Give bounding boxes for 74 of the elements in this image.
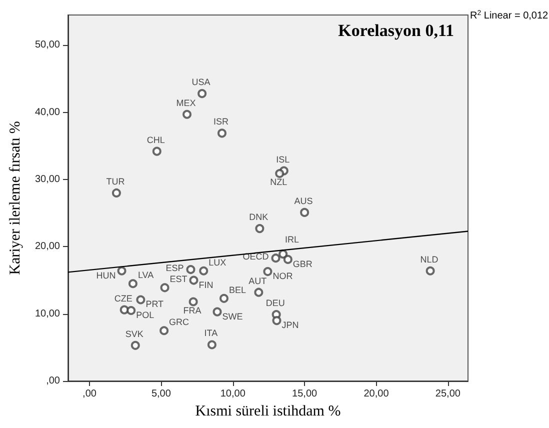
data-label: AUT <box>248 276 268 286</box>
point <box>182 110 192 119</box>
data-label: NOR <box>272 271 294 282</box>
data-label: SWE <box>222 311 243 322</box>
x-axis-title: Kısmi süreli istihdam % <box>195 403 341 420</box>
data-label: EST <box>170 274 188 284</box>
data-label: SVK <box>125 328 144 339</box>
x-tick-label: 5,00 <box>151 388 172 400</box>
point <box>160 326 169 336</box>
point <box>271 254 280 263</box>
data-label: LUX <box>208 257 226 268</box>
point <box>275 168 284 178</box>
data-label: MEX <box>176 98 196 108</box>
y-tick-label: 50,00 <box>34 40 60 51</box>
data-label: FIN <box>198 280 214 290</box>
annotation: Korelasyon 0,11 <box>338 21 454 40</box>
data-label: ISL <box>276 154 290 164</box>
data-label: DEU <box>266 298 285 308</box>
point <box>426 266 435 276</box>
point <box>263 267 272 276</box>
point <box>112 188 121 198</box>
point <box>126 306 136 315</box>
point <box>254 288 264 297</box>
x-tick-label: 10,00 <box>220 388 246 400</box>
point <box>117 266 126 276</box>
data-label: BEL <box>228 284 246 295</box>
data-label: CZE <box>114 293 132 304</box>
data-label: IRL <box>285 234 300 245</box>
data-label: NZL <box>270 176 288 187</box>
point <box>300 208 310 217</box>
data-label: POL <box>136 310 154 320</box>
point <box>207 340 216 350</box>
y-tick-label: ,00 <box>46 376 60 386</box>
data-label: FRA <box>183 305 202 316</box>
data-label: DNK <box>249 212 268 222</box>
data-label: CHL <box>146 134 165 145</box>
x-tick-label: 15,00 <box>292 388 318 400</box>
point <box>189 276 198 285</box>
point <box>186 265 196 274</box>
y-axis-title: Kariyer ilerleme fırsatı % <box>8 121 24 275</box>
y-tick-label: 30,00 <box>34 174 60 186</box>
data-label: PRT <box>146 299 164 310</box>
y-tick-label: 10,00 <box>34 308 60 320</box>
data-label: HUN <box>96 270 116 280</box>
data-label: ESP <box>166 263 184 274</box>
point <box>219 294 228 303</box>
point <box>217 128 226 138</box>
point <box>152 146 162 156</box>
data-label: TUR <box>106 176 126 186</box>
point <box>212 307 222 316</box>
point <box>199 266 208 276</box>
point <box>255 224 264 234</box>
data-label: LVA <box>138 270 154 280</box>
y-tick-label: 40,00 <box>34 106 60 118</box>
data-label: ISR <box>213 116 229 127</box>
x-tick-label: ,00 <box>82 388 97 400</box>
data-label: NLD <box>420 254 439 264</box>
point <box>188 297 198 306</box>
point <box>128 279 138 288</box>
data-label: AUS <box>294 196 313 206</box>
point <box>160 283 170 292</box>
point <box>272 316 282 326</box>
point <box>198 89 207 98</box>
data-label: USA <box>192 77 210 88</box>
data-label: ITA <box>204 328 218 338</box>
data-label: GRC <box>169 317 190 328</box>
point <box>130 340 140 350</box>
data-label: JPN <box>282 320 299 330</box>
point <box>136 295 146 304</box>
x-tick-label: 20,00 <box>364 388 390 400</box>
point <box>283 254 292 264</box>
y-tick-label: 20,00 <box>34 241 60 252</box>
x-tick-label: 25,00 <box>435 388 461 400</box>
data-label: GBR <box>292 258 313 269</box>
